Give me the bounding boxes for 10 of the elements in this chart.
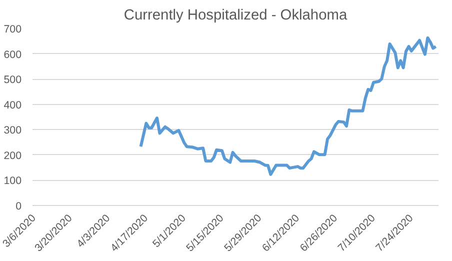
line-series bbox=[139, 36, 438, 176]
y-tick-label: 500 bbox=[4, 74, 22, 86]
y-tick-label: 0 bbox=[16, 200, 22, 212]
y-tick-label: 100 bbox=[4, 175, 22, 188]
chart-title: Currently Hospitalized - Oklahoma bbox=[124, 8, 348, 24]
y-tick-label: 300 bbox=[4, 124, 22, 137]
y-tick-label: 200 bbox=[4, 150, 22, 162]
y-tick-label: 400 bbox=[4, 99, 22, 112]
y-tick-label: 600 bbox=[4, 48, 22, 61]
y-tick-label: 700 bbox=[4, 24, 22, 36]
